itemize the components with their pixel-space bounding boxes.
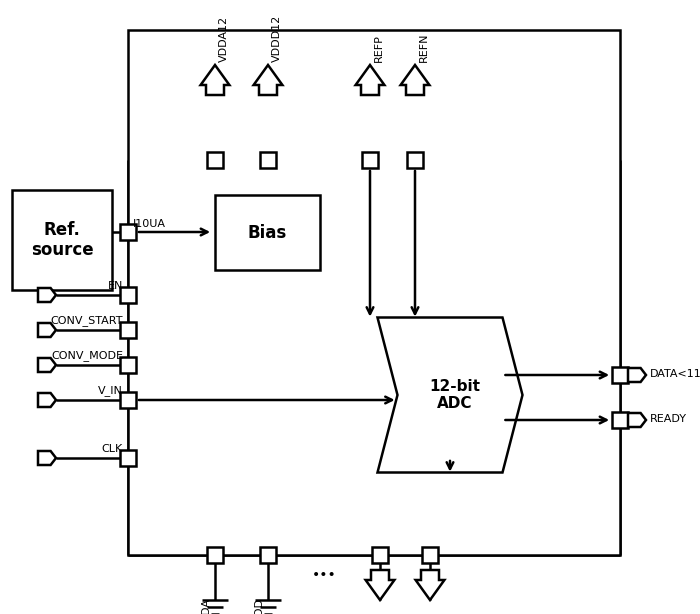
Text: READY: READY [650,414,687,424]
Polygon shape [356,65,384,95]
Text: Ref.
source: Ref. source [31,220,93,259]
Text: •••: ••• [312,568,337,582]
Bar [207,152,223,168]
Polygon shape [253,65,282,95]
Bar [215,195,320,270]
Polygon shape [38,323,56,337]
Polygon shape [38,451,56,465]
Bar [120,287,136,303]
Text: CLK: CLK [102,444,123,454]
Polygon shape [400,65,429,95]
Polygon shape [628,413,646,427]
Text: CONV_MODE: CONV_MODE [51,350,123,361]
Text: I10UA: I10UA [133,219,166,229]
Text: GNDA: GNDA [201,598,211,614]
Bar [612,367,628,383]
Text: REFN: REFN [419,33,429,62]
Bar [612,412,628,428]
Bar [407,152,423,168]
Text: GNDD: GNDD [254,598,264,614]
Polygon shape [377,317,522,473]
Bar [260,152,276,168]
Text: V_IN: V_IN [98,385,123,396]
Bar [120,392,136,408]
Polygon shape [38,393,56,407]
Text: VDDD12: VDDD12 [272,15,282,62]
Polygon shape [416,570,444,600]
Bar [362,152,378,168]
Bar [260,547,276,563]
Bar [12,190,112,290]
Bar [120,450,136,466]
Bar [128,30,620,555]
Bar [120,224,136,240]
Text: 12-bit
ADC: 12-bit ADC [430,379,480,411]
Polygon shape [201,65,230,95]
Bar [207,547,223,563]
Bar [120,322,136,338]
Text: DATA<11:0>: DATA<11:0> [650,369,700,379]
Bar [372,547,388,563]
Text: CONV_START: CONV_START [50,315,123,326]
Polygon shape [38,358,56,372]
Text: Bias: Bias [248,223,287,241]
Polygon shape [365,570,394,600]
Bar [422,547,438,563]
Text: REFP: REFP [374,34,384,62]
Polygon shape [628,368,646,382]
Polygon shape [38,288,56,302]
Text: VDDA12: VDDA12 [219,16,229,62]
Bar [120,357,136,373]
Text: EN: EN [108,281,123,291]
